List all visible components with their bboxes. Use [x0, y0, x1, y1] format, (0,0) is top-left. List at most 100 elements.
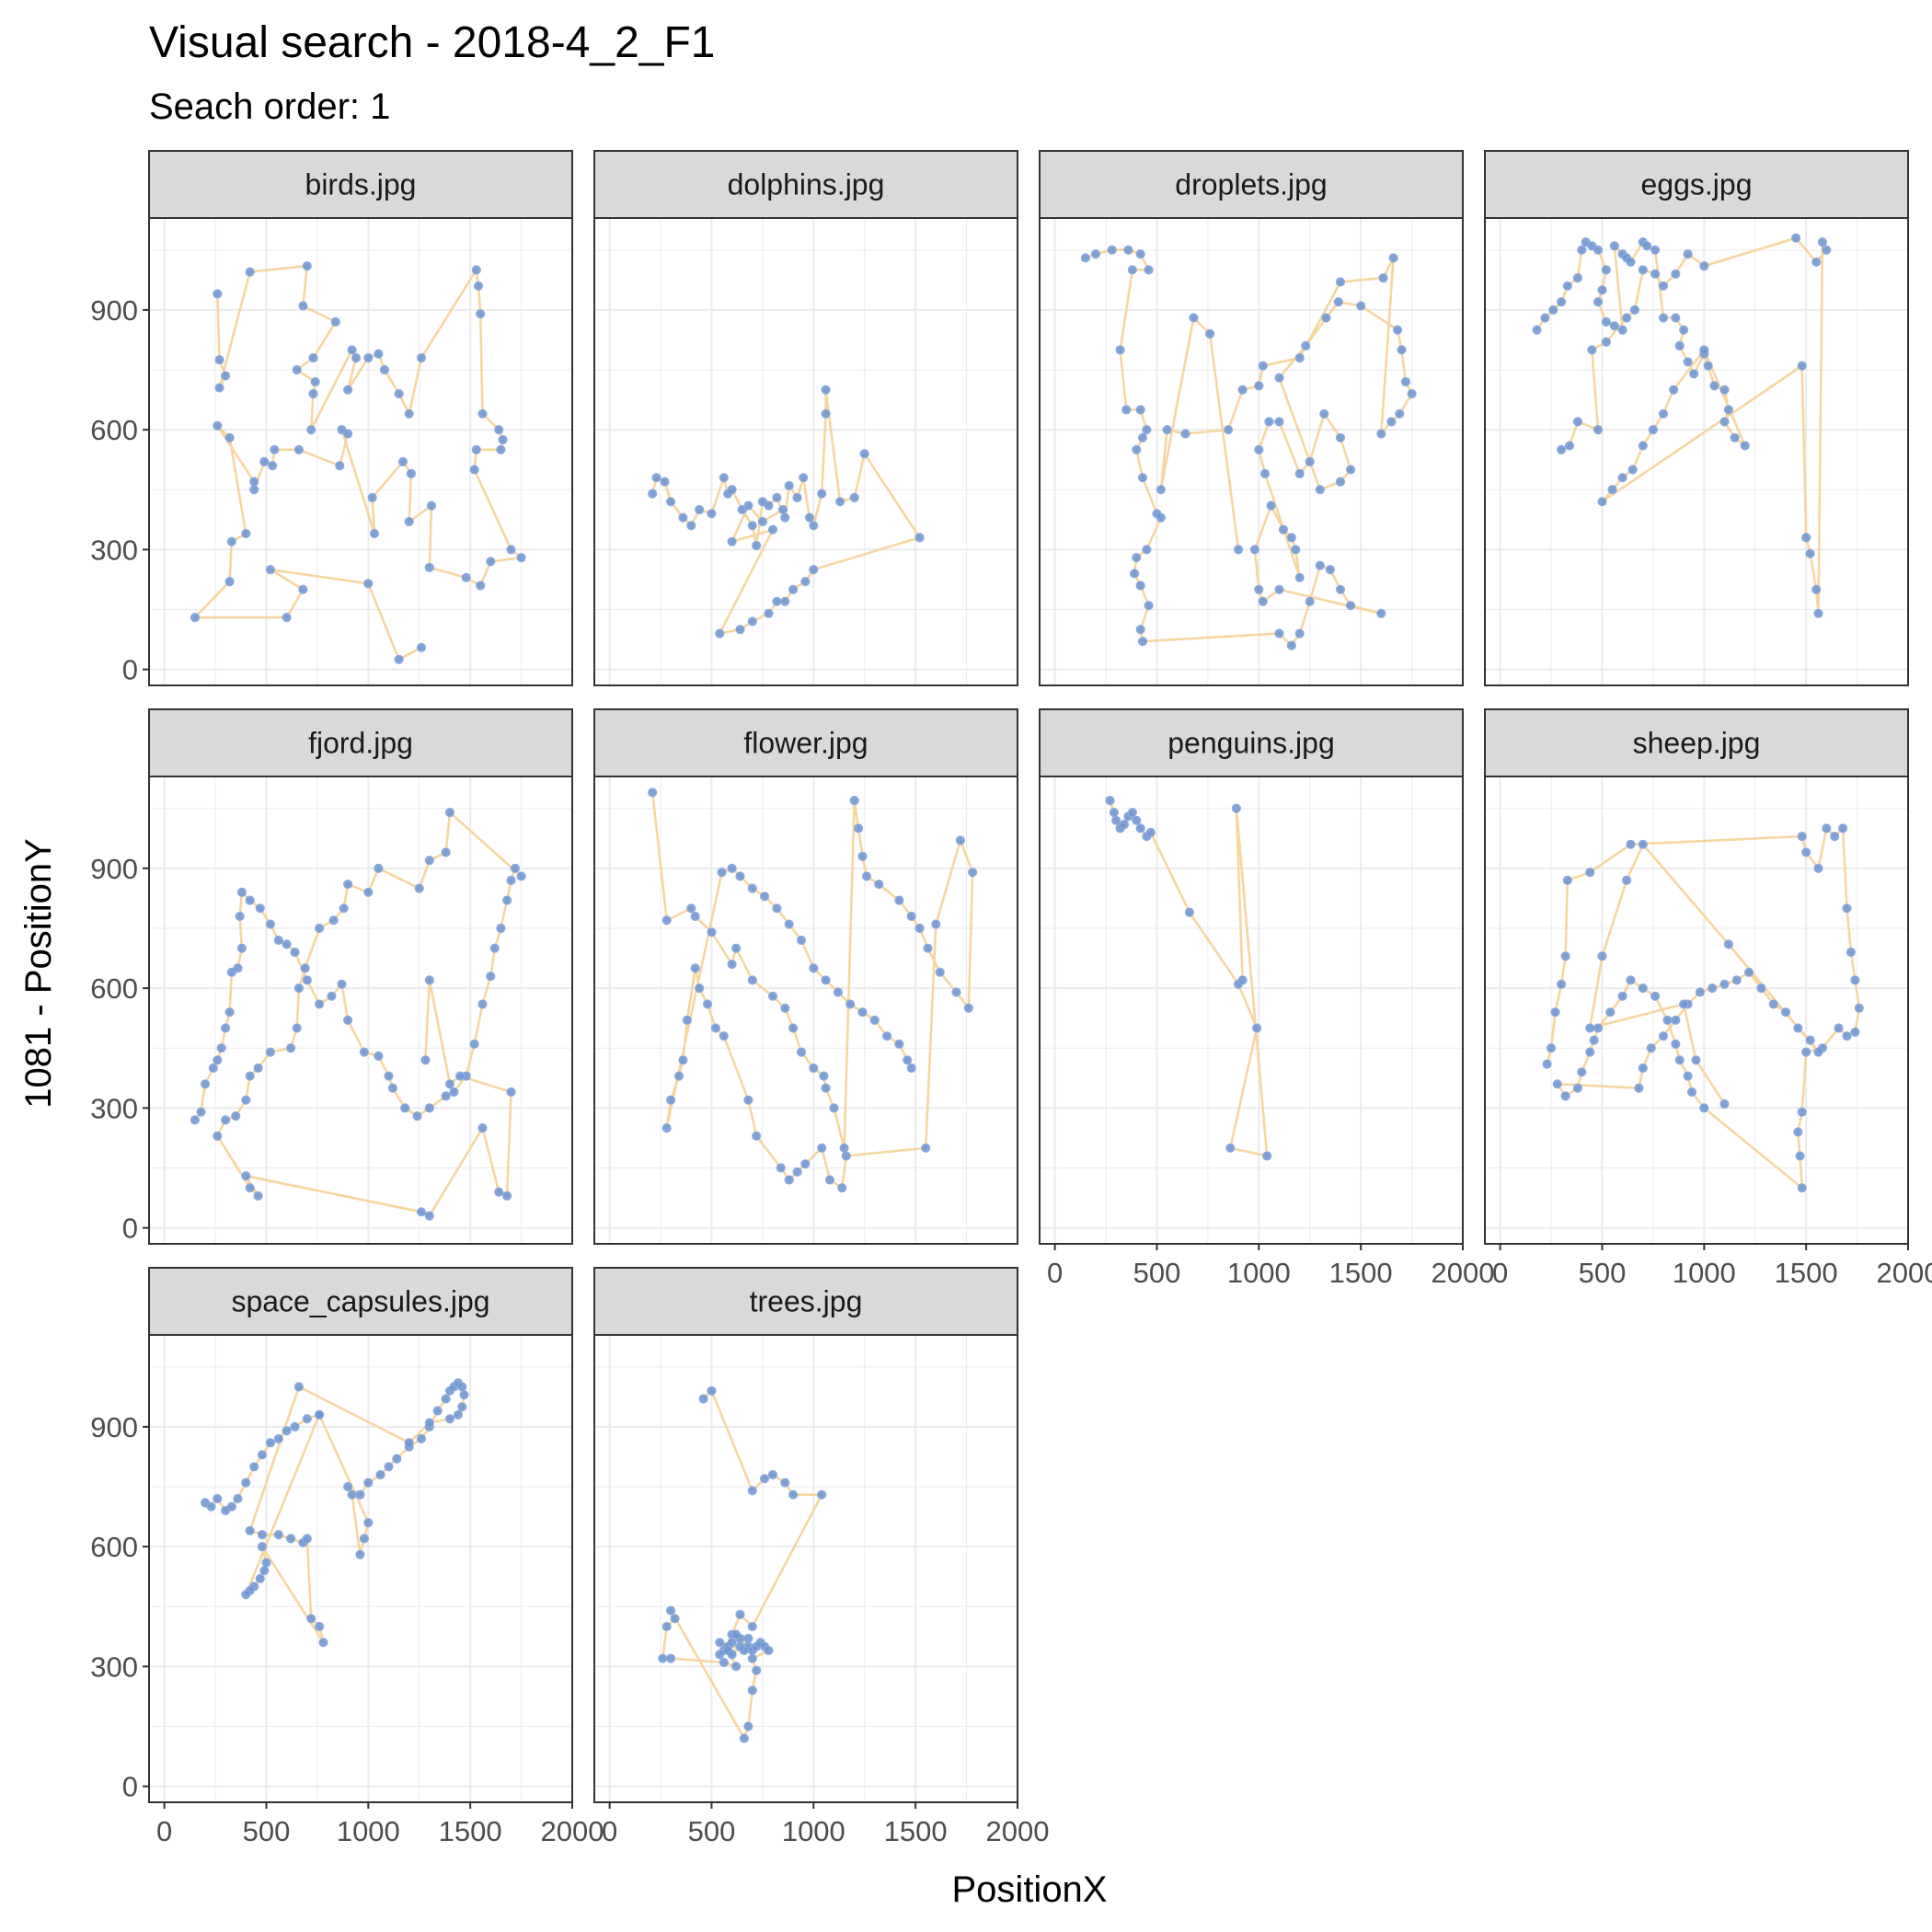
- data-point: [424, 1103, 434, 1113]
- data-point: [1137, 473, 1148, 483]
- data-point: [259, 1566, 270, 1576]
- data-point: [1609, 241, 1619, 251]
- data-point: [829, 1103, 839, 1113]
- data-point: [457, 1382, 467, 1392]
- data-point: [502, 1190, 512, 1202]
- y-axis-title: 1081 - PositionY: [18, 838, 59, 1109]
- data-point: [1671, 269, 1681, 279]
- data-point: [449, 1087, 459, 1098]
- data-point: [809, 1063, 819, 1074]
- x-tick-label: 2000: [541, 1815, 604, 1847]
- data-point: [1562, 281, 1572, 291]
- panel-border: [593, 776, 1018, 1245]
- data-point: [214, 383, 224, 393]
- data-point: [374, 349, 384, 359]
- data-point: [1119, 820, 1130, 830]
- data-point: [1683, 249, 1693, 259]
- data-point: [780, 512, 790, 523]
- data-point: [1686, 1087, 1697, 1098]
- data-point: [719, 1657, 729, 1668]
- data-point: [392, 1454, 402, 1464]
- data-point: [404, 408, 414, 419]
- data-point: [1622, 875, 1632, 886]
- data-point: [502, 895, 512, 905]
- data-point: [1801, 1047, 1811, 1057]
- facet-label: trees.jpg: [750, 1285, 863, 1318]
- data-point: [1189, 313, 1199, 323]
- data-point: [241, 1590, 251, 1600]
- data-point: [300, 963, 310, 973]
- data-point: [819, 1071, 829, 1081]
- data-point: [747, 883, 757, 893]
- scan-path: [193, 264, 523, 661]
- data-point: [273, 935, 283, 946]
- data-point: [213, 289, 223, 299]
- data-point: [1550, 1007, 1560, 1018]
- data-point: [695, 983, 705, 994]
- plot-background: [594, 1335, 1018, 1802]
- data-point: [343, 429, 353, 439]
- data-point: [914, 923, 925, 934]
- plot-background: [1040, 218, 1463, 685]
- data-point: [363, 887, 374, 898]
- data-point: [747, 975, 757, 985]
- data-point: [1294, 352, 1305, 363]
- data-point: [1601, 337, 1612, 347]
- x-tick-label: 1500: [884, 1815, 948, 1847]
- data-point: [1294, 468, 1305, 479]
- data-point: [1822, 823, 1832, 834]
- data-point: [290, 1421, 300, 1432]
- data-point: [1683, 1071, 1693, 1081]
- data-point: [469, 1039, 479, 1050]
- data-point: [298, 301, 308, 311]
- x-tick-label: 0: [156, 1815, 172, 1847]
- data-point: [1593, 1023, 1604, 1033]
- data-point: [715, 628, 725, 638]
- data-point: [298, 584, 308, 594]
- data-point: [1274, 417, 1284, 427]
- data-point: [253, 1190, 263, 1202]
- data-point: [1562, 875, 1572, 886]
- x-tick-label: 2000: [1432, 1257, 1495, 1289]
- data-point: [1264, 417, 1274, 427]
- data-point: [780, 1478, 790, 1488]
- facet-label: eggs.jpg: [1641, 168, 1753, 201]
- data-point: [678, 512, 688, 523]
- data-point: [752, 1665, 762, 1675]
- data-point: [1156, 512, 1167, 523]
- data-point: [1252, 1023, 1262, 1033]
- data-point: [190, 1115, 200, 1125]
- data-point: [477, 1123, 488, 1133]
- data-point: [1648, 425, 1659, 435]
- data-point: [1266, 500, 1276, 511]
- y-tick-label: 900: [90, 294, 138, 327]
- data-point: [245, 267, 255, 277]
- data-point: [1180, 429, 1190, 439]
- data-point: [213, 1493, 223, 1504]
- data-point: [416, 1433, 427, 1444]
- data-point: [249, 485, 259, 495]
- data-point: [951, 987, 961, 997]
- data-point: [1671, 1039, 1681, 1050]
- data-point: [259, 456, 270, 466]
- data-point: [760, 1474, 770, 1484]
- data-point: [719, 1031, 729, 1041]
- data-point: [1801, 847, 1811, 857]
- data-point: [412, 1111, 422, 1121]
- x-tick-label: 500: [1133, 1257, 1181, 1289]
- data-point: [1634, 1083, 1644, 1093]
- data-point: [869, 1015, 880, 1026]
- data-point: [1557, 297, 1567, 307]
- data-point: [757, 516, 768, 527]
- panel-border: [148, 776, 573, 1245]
- plot-background: [594, 218, 1018, 685]
- data-point: [261, 1558, 271, 1568]
- panel-border: [593, 1334, 1018, 1803]
- data-point: [707, 927, 717, 937]
- data-point: [780, 596, 790, 606]
- y-tick-label: 300: [90, 1650, 138, 1683]
- data-point: [306, 1614, 316, 1624]
- facet-panel: dolphins.jpg: [593, 150, 1018, 686]
- data-point: [648, 788, 658, 798]
- data-point: [764, 500, 774, 511]
